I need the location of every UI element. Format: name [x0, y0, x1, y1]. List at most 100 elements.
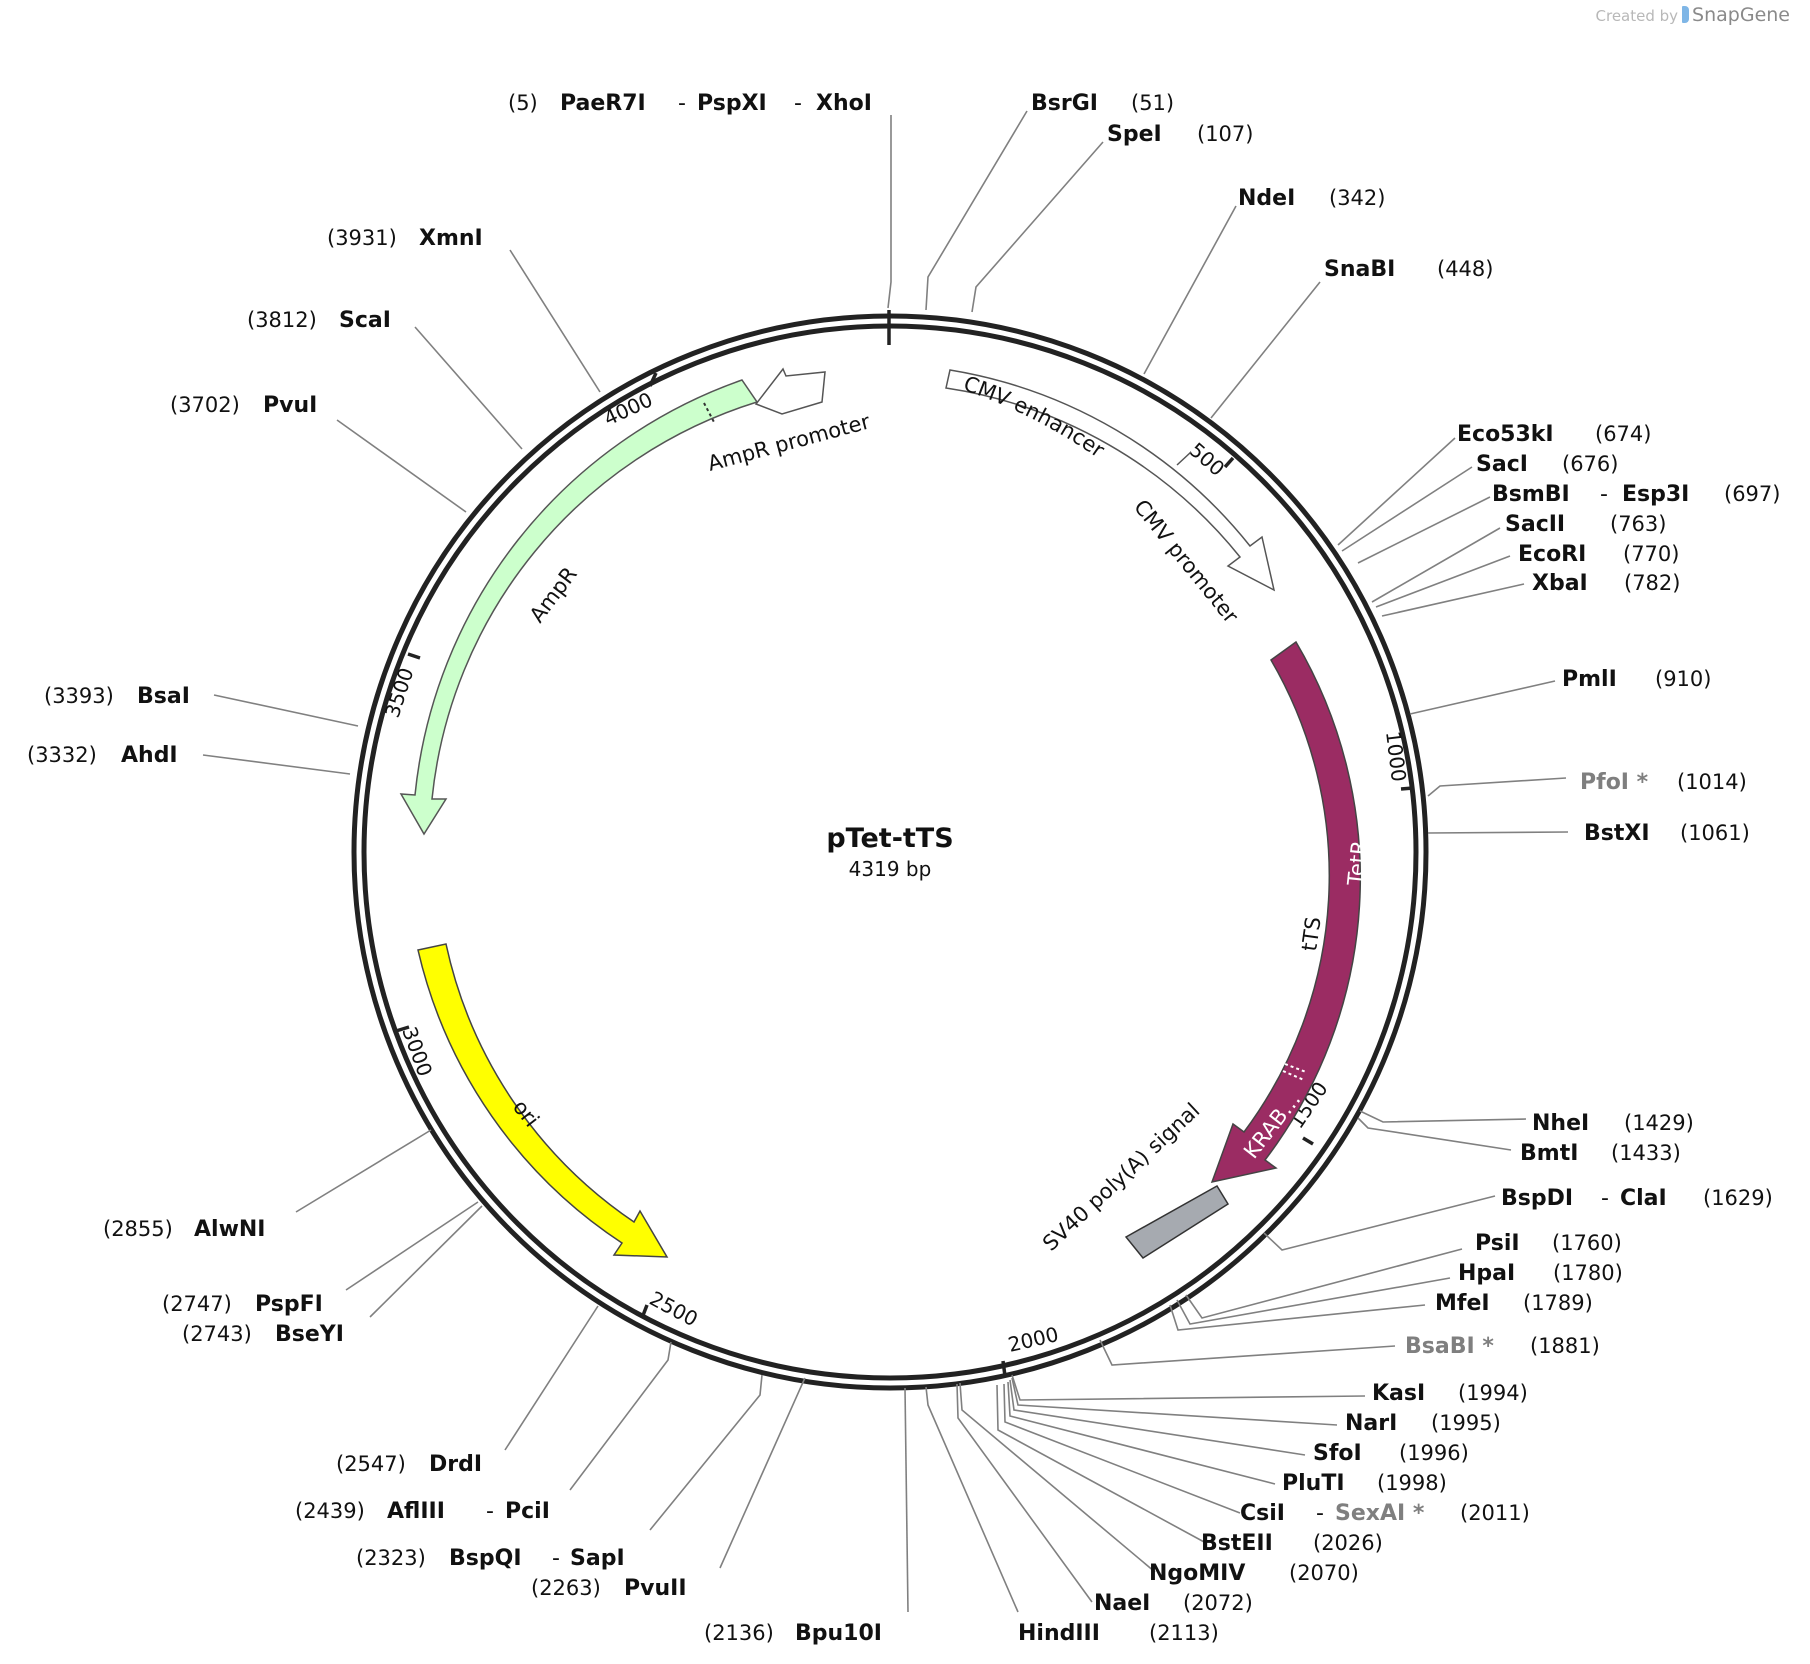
- site-enzyme: NarI: [1345, 1411, 1397, 1436]
- site-sep: -: [486, 1499, 494, 1524]
- site-bstxi[interactable]: BstXI (1061): [1427, 821, 1750, 846]
- site-enzyme: SpeI: [1107, 122, 1162, 147]
- site-sep: -: [552, 1546, 560, 1571]
- site-hpai[interactable]: HpaI (1780): [1176, 1261, 1623, 1325]
- site-psii[interactable]: PsiI (1760): [1185, 1231, 1622, 1319]
- site-bsabi[interactable]: BsaBI * (1881): [1099, 1334, 1600, 1366]
- site-sfoi[interactable]: SfoI (1996): [1009, 1379, 1469, 1466]
- site-enzyme: PluTI: [1282, 1471, 1345, 1496]
- feature-ampr-promoter[interactable]: [754, 367, 826, 415]
- site-paer7i-pspxi-xhoi[interactable]: (5) PaeR7I - PspXI - XhoI: [508, 91, 892, 309]
- site-pos: (2070): [1289, 1561, 1359, 1585]
- site-drdi[interactable]: (2547) DrdI: [336, 1305, 599, 1477]
- site-enzyme: EcoRI: [1518, 542, 1586, 567]
- site-kasi[interactable]: KasI (1994): [1011, 1374, 1528, 1406]
- site-afliii-pcii[interactable]: (2439) AflIII - PciI: [295, 1341, 672, 1524]
- site-enzyme: HindIII: [1018, 1621, 1100, 1646]
- site-bsai[interactable]: (3393) BsaI: [44, 684, 359, 727]
- site-pmli[interactable]: PmlI (910): [1409, 667, 1711, 715]
- site-pvuii[interactable]: (2263) PvuII: [531, 1377, 806, 1601]
- site-pos: (2113): [1149, 1621, 1219, 1645]
- site-nhei[interactable]: NheI (1429): [1359, 1110, 1694, 1136]
- site-ahdi[interactable]: (3332) AhdI: [27, 743, 351, 775]
- site-enzyme: KasI: [1372, 1381, 1425, 1406]
- site-enzyme: PfoI *: [1580, 770, 1649, 795]
- site-naei[interactable]: NaeI (2072): [956, 1383, 1253, 1616]
- feature-cmv-arrow[interactable]: [945, 369, 1276, 592]
- site-hindiii[interactable]: HindIII (2113): [925, 1386, 1219, 1646]
- site-pos: (2136): [704, 1621, 774, 1645]
- site-mfei[interactable]: MfeI (1789): [1169, 1291, 1593, 1331]
- site-bpu10i[interactable]: (2136) Bpu10I: [704, 1387, 909, 1646]
- site-enzyme: NdeI: [1238, 186, 1295, 211]
- snapgene-credit: Created by SnapGene: [1596, 4, 1790, 26]
- site-sep: -: [1601, 1186, 1609, 1211]
- site-bspdi-clai[interactable]: BspDI - ClaI (1629): [1263, 1186, 1773, 1251]
- site-bmti[interactable]: BmtI (1433): [1357, 1117, 1681, 1166]
- site-enzyme: NaeI: [1094, 1591, 1150, 1616]
- credit-brand: SnapGene: [1692, 4, 1790, 26]
- site-pluti[interactable]: PluTI (1998): [1007, 1381, 1447, 1496]
- credit-prefix: Created by: [1595, 7, 1679, 25]
- site-bsmbi-esp3i[interactable]: BsmBI - Esp3I (697): [1357, 482, 1780, 564]
- site-scai[interactable]: (3812) ScaI: [247, 308, 523, 450]
- site-enzyme: ClaI: [1620, 1186, 1667, 1211]
- site-enzyme: BsrGI: [1031, 91, 1098, 116]
- site-xmni[interactable]: (3931) XmnI: [327, 226, 601, 393]
- site-bsrgi[interactable]: BsrGI (51): [925, 91, 1174, 311]
- site-enzyme: ScaI: [339, 308, 391, 333]
- site-ngomiv[interactable]: NgoMIV (2070): [959, 1382, 1359, 1586]
- site-pos: (697): [1724, 482, 1780, 506]
- site-csii-sexai[interactable]: CsiI - SexAI * (2011): [1003, 1383, 1530, 1526]
- site-pos: (1061): [1680, 821, 1750, 845]
- feature-label-cmv-promoter: CMV promoter: [1129, 495, 1243, 628]
- site-enzyme: DrdI: [429, 1452, 482, 1477]
- site-enzyme: BsaI: [137, 684, 190, 709]
- site-pos: (1429): [1624, 1111, 1694, 1135]
- site-enzyme: PvuI: [263, 393, 317, 418]
- site-ecori[interactable]: EcoRI (770): [1375, 542, 1679, 608]
- site-pspfi[interactable]: (2747) PspFI: [162, 1201, 479, 1317]
- site-snabi[interactable]: SnaBI (448): [1210, 257, 1493, 419]
- site-bspqi-sapi[interactable]: (2323) BspQI - SapI: [356, 1374, 763, 1571]
- site-enzyme: BstXI: [1584, 821, 1650, 846]
- feature-ampr[interactable]: [399, 379, 759, 836]
- site-pos: (1014): [1677, 770, 1747, 794]
- site-saci[interactable]: SacI (676): [1341, 452, 1618, 552]
- site-pos: (2747): [162, 1292, 232, 1316]
- site-alwni[interactable]: (2855) AlwNI: [103, 1129, 432, 1242]
- plasmid-name: pTet-tTS: [826, 823, 953, 854]
- feature-tts-body[interactable]: [1210, 640, 1362, 1184]
- site-eco53ki[interactable]: Eco53kI (674): [1337, 422, 1651, 546]
- site-enzyme: MfeI: [1435, 1291, 1490, 1316]
- site-enzyme: AflIII: [387, 1499, 445, 1524]
- site-xbai[interactable]: XbaI (782): [1381, 571, 1680, 617]
- site-pfoi[interactable]: PfoI * (1014): [1427, 770, 1747, 797]
- site-pos: (1629): [1703, 1186, 1773, 1210]
- site-pos: (3812): [247, 308, 317, 332]
- site-pos: (2547): [336, 1452, 406, 1476]
- site-spei[interactable]: SpeI (107): [971, 122, 1253, 313]
- site-sep: -: [1600, 482, 1608, 507]
- site-pos: (1996): [1399, 1441, 1469, 1465]
- site-pos: (2263): [531, 1576, 601, 1600]
- site-sacii[interactable]: SacII (763): [1371, 512, 1666, 603]
- feature-ori[interactable]: [417, 943, 669, 1258]
- site-enzyme: PciI: [505, 1499, 550, 1524]
- site-pos: (1760): [1552, 1231, 1622, 1255]
- site-enzyme: XmnI: [419, 226, 483, 251]
- feature-sv40-polya[interactable]: [1124, 1184, 1230, 1259]
- site-enzyme: NheI: [1532, 1111, 1589, 1136]
- site-pvui[interactable]: (3702) PvuI: [170, 393, 467, 513]
- site-bsteii[interactable]: BstEII (2026): [996, 1384, 1383, 1556]
- site-nari[interactable]: NarI (1995): [1011, 1377, 1501, 1436]
- site-pos: (1881): [1530, 1334, 1600, 1358]
- site-enzyme: PspFI: [255, 1292, 323, 1317]
- site-ndei[interactable]: NdeI (342): [1143, 186, 1385, 375]
- site-enzyme: Esp3I: [1622, 482, 1689, 507]
- site-pos: (448): [1437, 257, 1493, 281]
- site-enzyme: AlwNI: [194, 1217, 266, 1242]
- site-bseyi[interactable]: (2743) BseYI: [182, 1205, 483, 1347]
- site-enzyme: SacII: [1505, 512, 1565, 537]
- site-pos: (3393): [44, 684, 114, 708]
